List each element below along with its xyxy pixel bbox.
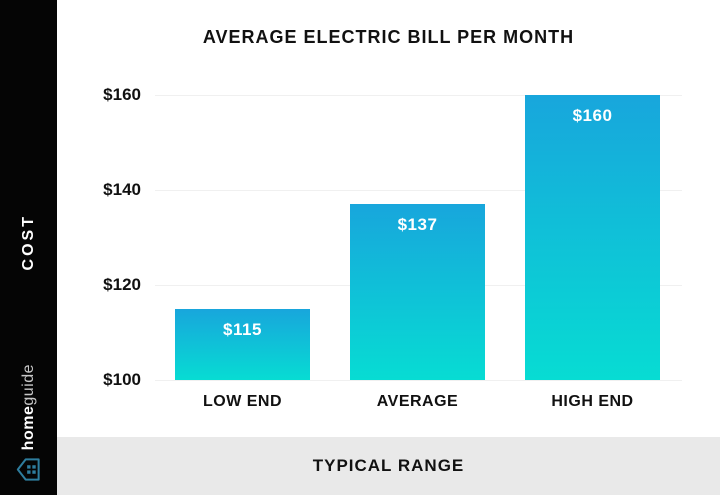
bar-low-end: $115 — [175, 309, 310, 380]
bar-low-end-value: $115 — [223, 320, 262, 339]
bar-average-value: $137 — [397, 215, 438, 234]
plot-region: $115 $137 $160 — [155, 95, 682, 381]
homeguide-wordmark-home: home — [19, 405, 37, 450]
grid-line-160 — [155, 95, 682, 96]
left-sidebar: COST homeguide — [0, 0, 57, 495]
homeguide-wordmark-guide: guide — [19, 363, 37, 406]
x-label-average: AVERAGE — [376, 393, 459, 410]
x-axis-title: TYPICAL RANGE — [312, 456, 465, 475]
homeguide-house-icon — [16, 458, 40, 481]
y-tick-160: $160 — [103, 85, 141, 104]
bar-average: $137 — [350, 204, 485, 380]
y-axis-title: COST — [19, 214, 37, 271]
y-axis-title-wrap: COST — [0, 190, 57, 295]
x-label-high-end: HIGH END — [551, 393, 634, 410]
y-tick-120: $120 — [103, 275, 141, 294]
y-tick-140: $140 — [103, 180, 141, 199]
y-tick-100: $100 — [103, 370, 141, 389]
grid-line-100 — [155, 380, 682, 381]
grid-line-140 — [155, 190, 682, 191]
x-label-low-end: LOW END — [202, 393, 283, 410]
chart-area: AVERAGE ELECTRIC BILL PER MONTH $160 $14… — [57, 0, 720, 495]
bar-high-end: $160 — [525, 95, 660, 380]
chart-title: AVERAGE ELECTRIC BILL PER MONTH — [202, 27, 575, 47]
x-axis-title-band: TYPICAL RANGE — [57, 437, 720, 495]
homeguide-wordmark: homeguide — [20, 364, 38, 450]
homeguide-brand: homeguide — [0, 364, 57, 483]
bar-high-end-value: $160 — [572, 106, 613, 125]
